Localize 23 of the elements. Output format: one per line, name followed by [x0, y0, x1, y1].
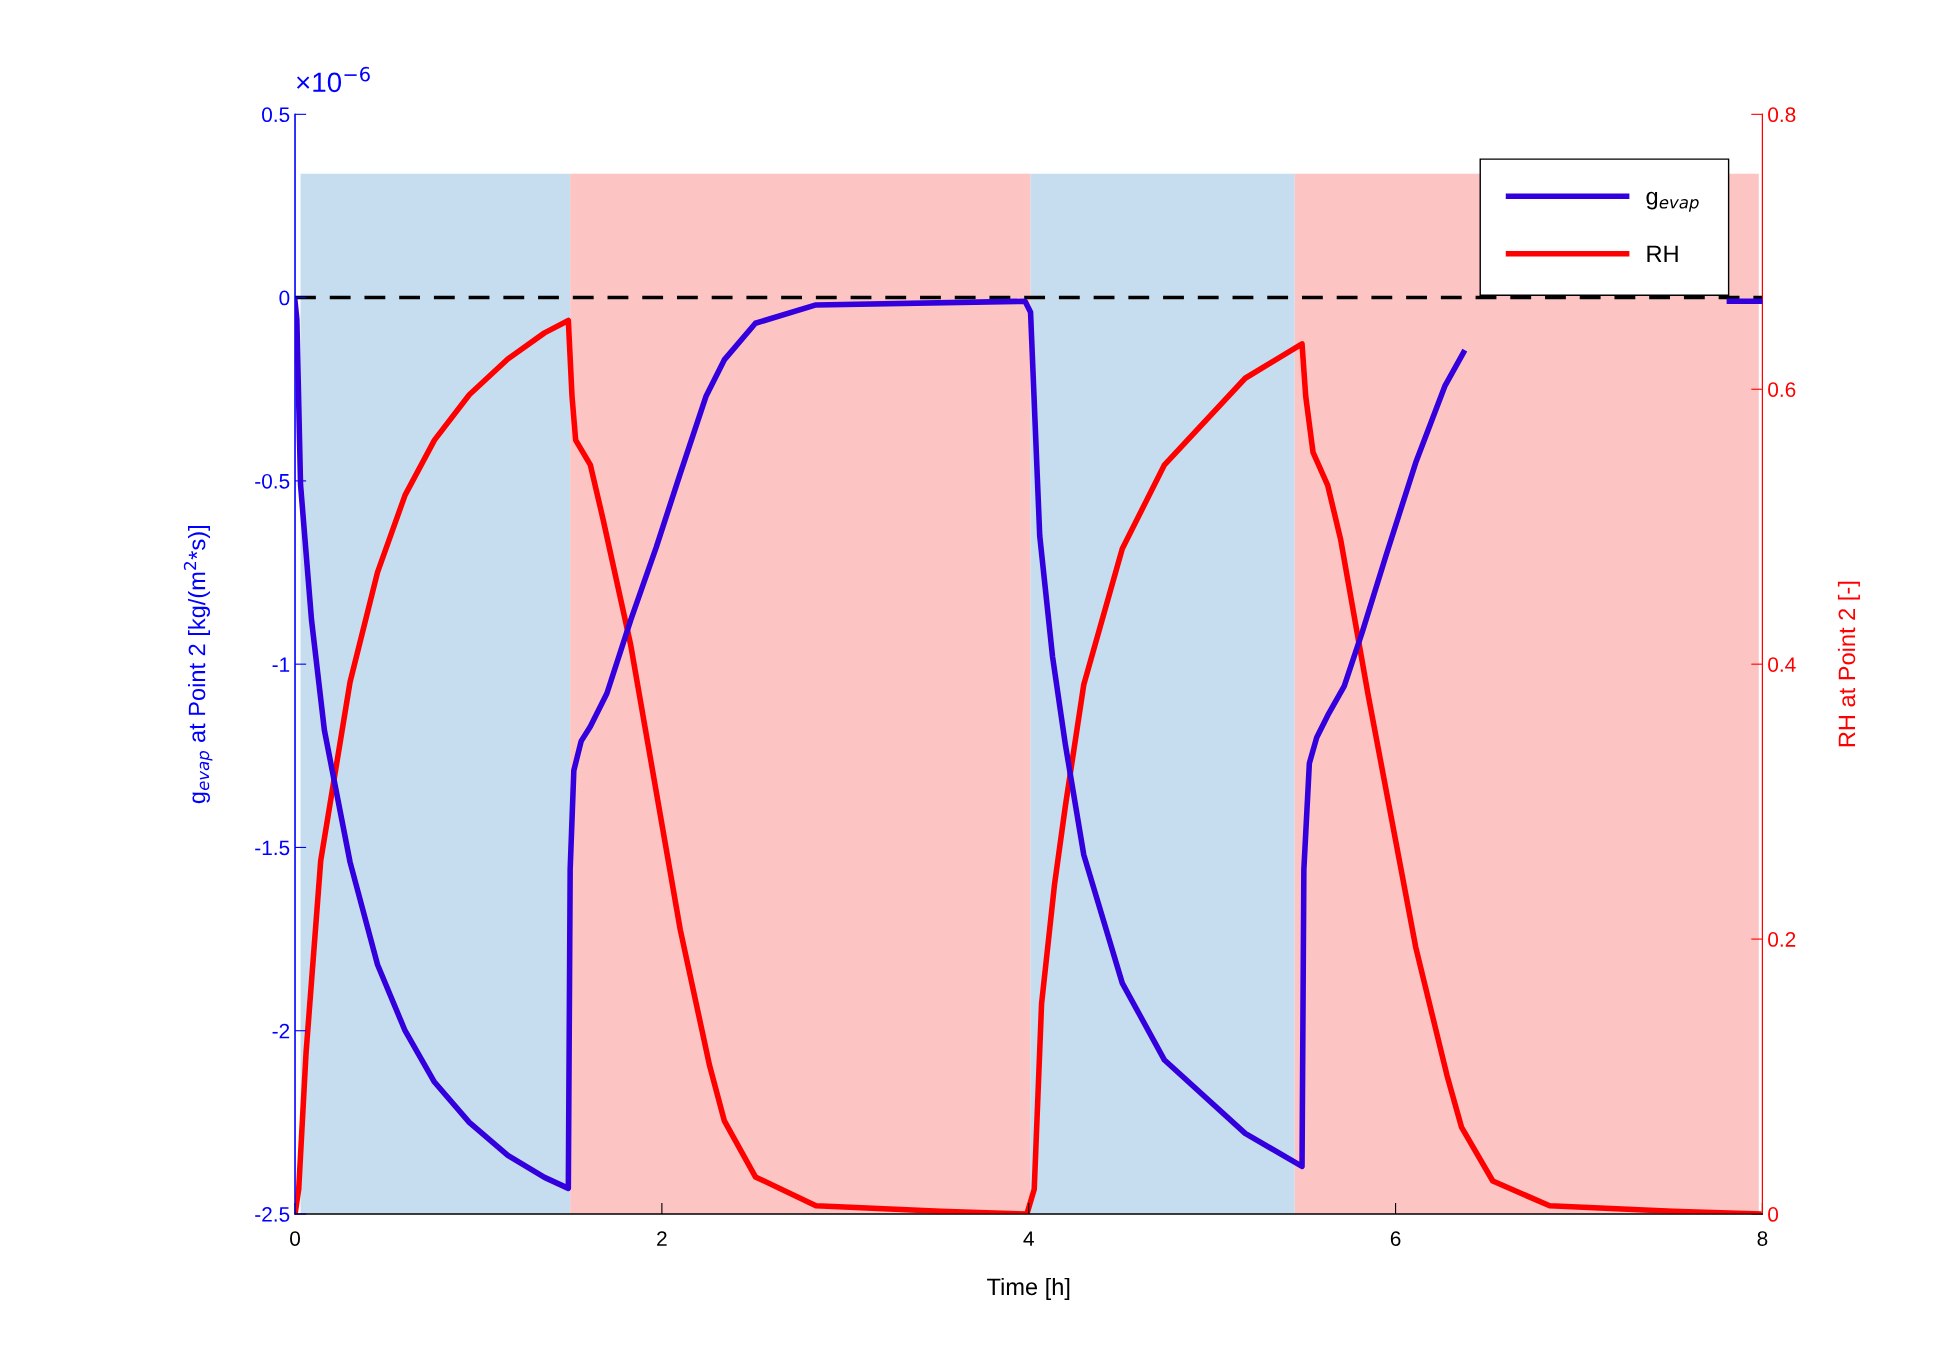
legend-label: RH — [1647, 245, 1678, 263]
y-tick-label: 0 — [279, 290, 290, 306]
y2-tick-label: 0 — [1768, 1207, 1779, 1222]
y-tick-label: 0.5 — [262, 107, 290, 123]
y2-tick-label: 0.6 — [1768, 382, 1796, 397]
legend-label: g$_{evap}$ — [1646, 191, 1699, 212]
y2-tick-label: 0.2 — [1768, 932, 1796, 947]
y-tick-label: -2 — [272, 1023, 290, 1039]
x-tick-label: 0 — [290, 1231, 301, 1246]
y-tick-label: -2.5 — [255, 1207, 290, 1222]
y2-axis-title: RH at Point 2 [-] — [1837, 581, 1860, 747]
y-tick-label: -1.5 — [255, 840, 290, 856]
x-tick-label: 4 — [1023, 1231, 1034, 1246]
x-axis-title: Time [h] — [987, 1277, 1070, 1300]
x-tick-label: 8 — [1757, 1231, 1768, 1246]
y2-tick-label: 0.4 — [1768, 657, 1796, 672]
y2-tick-label: 0.8 — [1768, 107, 1796, 123]
text: ×10$^{−6}$ — [296, 66, 370, 93]
y-axis-title: g$_{evap}$ at Point 2 [kg/(m$^{2}$*s)] — [183, 526, 213, 804]
x-tick-label: 2 — [657, 1231, 667, 1246]
y-tick-label: -0.5 — [255, 473, 290, 489]
y-tick-label: -1 — [272, 657, 290, 672]
x-tick-label: 6 — [1390, 1231, 1401, 1246]
